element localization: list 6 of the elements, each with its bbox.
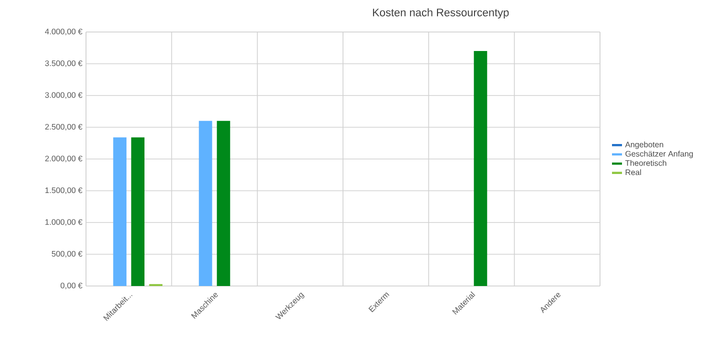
bar (216, 120, 230, 286)
bar (113, 137, 126, 286)
bar (474, 51, 488, 286)
bar (131, 137, 144, 286)
bar (198, 120, 212, 286)
chart-title: Kosten nach Ressourcentyp (373, 8, 509, 18)
